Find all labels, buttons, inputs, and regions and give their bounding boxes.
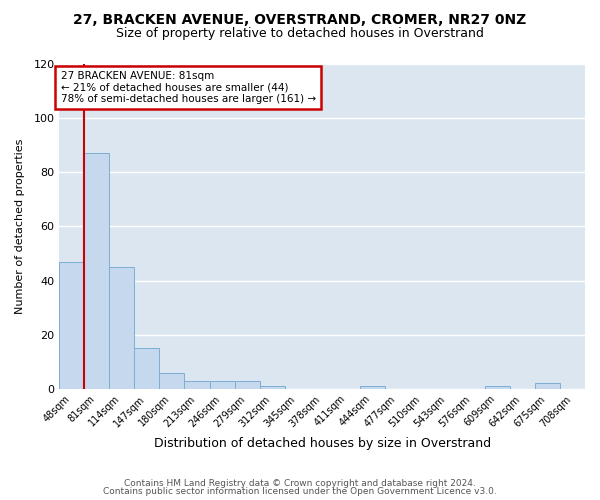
Bar — [260, 386, 284, 389]
Text: 27, BRACKEN AVENUE, OVERSTRAND, CROMER, NR27 0NZ: 27, BRACKEN AVENUE, OVERSTRAND, CROMER, … — [73, 12, 527, 26]
Bar — [360, 386, 385, 389]
Bar — [535, 384, 560, 389]
Bar — [134, 348, 160, 389]
Bar — [485, 386, 510, 389]
Text: 27 BRACKEN AVENUE: 81sqm
← 21% of detached houses are smaller (44)
78% of semi-d: 27 BRACKEN AVENUE: 81sqm ← 21% of detach… — [61, 71, 316, 104]
Bar — [59, 262, 85, 389]
Y-axis label: Number of detached properties: Number of detached properties — [15, 139, 25, 314]
Text: Contains public sector information licensed under the Open Government Licence v3: Contains public sector information licen… — [103, 487, 497, 496]
Bar — [109, 267, 134, 389]
Bar — [85, 154, 109, 389]
Bar — [235, 381, 260, 389]
Text: Contains HM Land Registry data © Crown copyright and database right 2024.: Contains HM Land Registry data © Crown c… — [124, 478, 476, 488]
Text: Size of property relative to detached houses in Overstrand: Size of property relative to detached ho… — [116, 28, 484, 40]
Bar — [160, 372, 184, 389]
Bar — [184, 381, 209, 389]
X-axis label: Distribution of detached houses by size in Overstrand: Distribution of detached houses by size … — [154, 437, 491, 450]
Bar — [209, 381, 235, 389]
